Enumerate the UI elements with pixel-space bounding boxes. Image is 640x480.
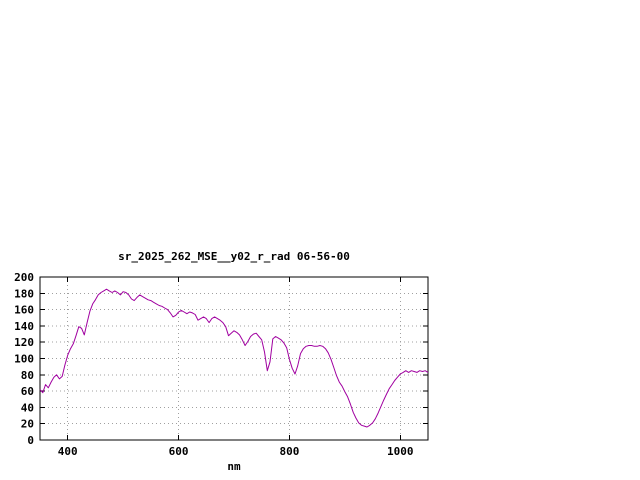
x-axis-label: nm — [227, 460, 241, 473]
y-tick-label: 160 — [14, 304, 34, 317]
y-tick-label: 140 — [14, 320, 34, 333]
y-tick-label: 180 — [14, 287, 34, 300]
y-tick-label: 200 — [14, 271, 34, 284]
y-tick-label: 20 — [21, 418, 34, 431]
y-tick-label: 0 — [27, 434, 34, 447]
x-tick-label: 1000 — [387, 445, 414, 458]
y-tick-label: 40 — [21, 401, 34, 414]
y-tick-label: 120 — [14, 336, 34, 349]
x-tick-label: 800 — [279, 445, 299, 458]
x-tick-label: 400 — [58, 445, 78, 458]
x-tick-label: 600 — [169, 445, 189, 458]
chart-title: sr_2025_262_MSE__y02_r_rad 06-56-00 — [118, 250, 350, 263]
y-tick-label: 80 — [21, 369, 34, 382]
y-tick-label: 60 — [21, 385, 34, 398]
y-tick-label: 100 — [14, 353, 34, 366]
